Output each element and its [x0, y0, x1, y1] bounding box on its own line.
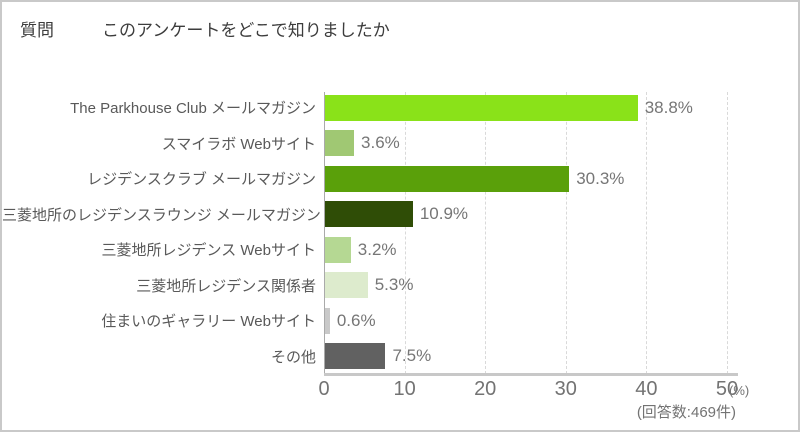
x-axis-baseline	[324, 373, 738, 376]
bar-track: 0.6%	[325, 303, 376, 339]
bar-row: 三菱地所のレジデンスラウンジ メールマガジン 10.9%	[2, 197, 798, 233]
bar-track: 3.6%	[325, 126, 400, 162]
bar-row: その他 7.5%	[2, 339, 798, 375]
category-label: 三菱地所レジデンス Webサイト	[101, 242, 316, 260]
bar-track: 5.3%	[325, 268, 413, 304]
bar	[325, 130, 355, 157]
bar-row: The Parkhouse Club メールマガジン 38.8%	[2, 90, 798, 126]
category-label: その他	[270, 348, 316, 366]
bar-value-label: 3.2%	[357, 239, 397, 259]
bar	[325, 272, 368, 299]
bar-row: レジデンスクラブ メールマガジン 30.3%	[2, 161, 798, 197]
bar-value-label: 5.3%	[374, 275, 414, 295]
question-label: 質問	[20, 21, 54, 40]
bar-value-label: 0.6%	[336, 310, 376, 330]
bar-value-label: 30.3%	[576, 168, 625, 188]
category-label: 三菱地所のレジデンスラウンジ メールマガジン	[2, 206, 321, 224]
bar	[325, 343, 386, 370]
y-axis-line	[324, 92, 325, 375]
x-tick-label: 40	[635, 378, 658, 400]
gridline-50	[727, 92, 728, 374]
category-label: 三菱地所レジデンス関係者	[136, 277, 316, 295]
category-label: スマイラボ Webサイト	[161, 135, 316, 153]
bar-track: 38.8%	[325, 90, 693, 126]
bar-rows: The Parkhouse Club メールマガジン 38.8% スマイラボ Web…	[2, 90, 798, 374]
category-label: レジデンスクラブ メールマガジン	[87, 171, 316, 189]
gridline-10	[404, 92, 406, 374]
bar	[325, 307, 330, 334]
x-axis-unit: (%)	[729, 383, 750, 398]
bar	[325, 94, 638, 121]
gridline-40	[646, 92, 648, 374]
x-tick-label: 50	[715, 378, 739, 400]
bar-value-label: 7.5%	[392, 346, 432, 366]
bar-track: 7.5%	[325, 339, 431, 375]
x-tick-label: 30	[554, 378, 577, 400]
bar	[325, 201, 413, 228]
page-title: このアンケートをどこで知りましたか	[102, 21, 390, 40]
gridline-20	[485, 92, 487, 374]
bar-value-label: 10.9%	[419, 204, 469, 224]
response-count: (回答数:469件)	[636, 404, 736, 421]
bar-row: スマイラボ Webサイト 3.6%	[2, 126, 798, 162]
gridline-30	[565, 92, 567, 374]
category-label: The Parkhouse Club メールマガジン	[70, 100, 316, 118]
x-tick-label: 0	[318, 378, 330, 400]
bar	[325, 165, 570, 192]
bar-row: 住まいのギャラリー Webサイト 0.6%	[2, 303, 798, 339]
bar-track: 30.3%	[325, 161, 624, 197]
bar-row: 三菱地所レジデンス関係者 5.3%	[2, 268, 798, 304]
bar-track: 3.2%	[325, 232, 397, 268]
bar-value-label: 38.8%	[644, 97, 693, 117]
bar	[325, 236, 351, 263]
bar-row: 三菱地所レジデンス Webサイト 3.2%	[2, 232, 798, 268]
category-label: 住まいのギャラリー Webサイト	[101, 313, 316, 331]
x-tick-label: 20	[474, 378, 497, 400]
bar-track: 10.9%	[325, 197, 468, 233]
bar-value-label: 3.6%	[361, 133, 400, 153]
x-tick-label: 10	[393, 378, 416, 400]
